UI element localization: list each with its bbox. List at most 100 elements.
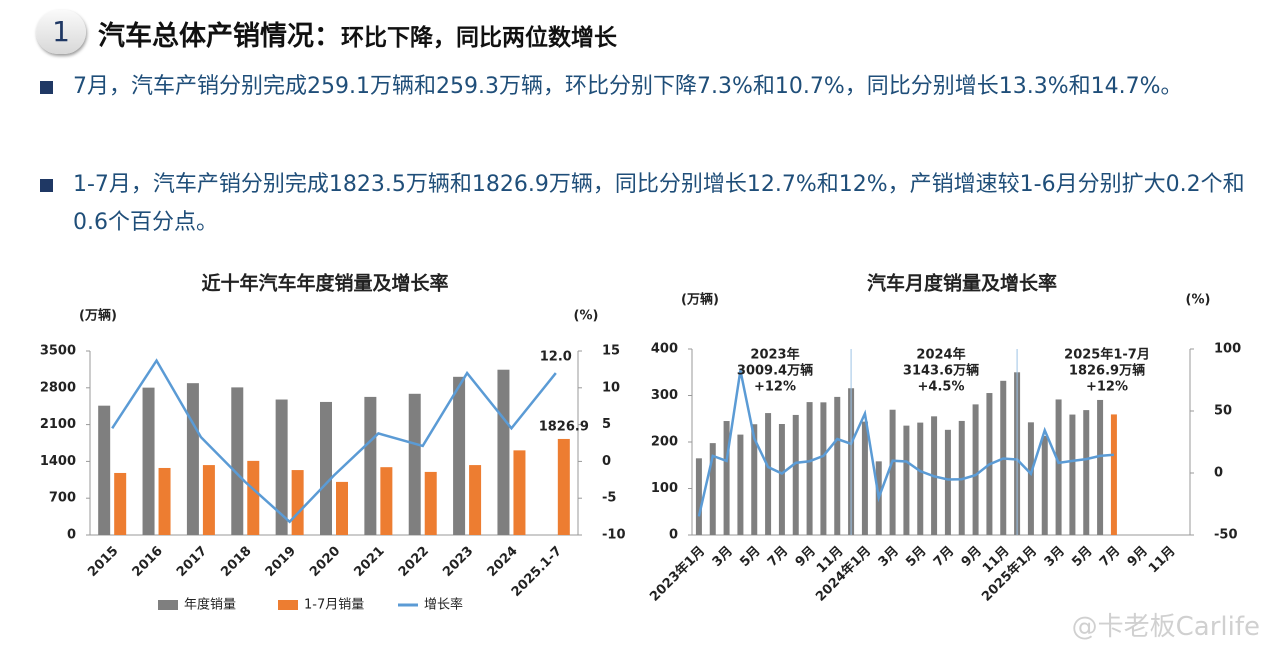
y-tick-label: 1400 <box>40 454 76 469</box>
data-label: 12.0 <box>540 350 572 365</box>
bar <box>944 429 951 535</box>
bar <box>1083 410 1090 535</box>
bar <box>709 443 716 535</box>
x-tick-label: 7月 <box>1097 544 1123 570</box>
bar <box>1055 399 1062 535</box>
bar <box>453 376 466 535</box>
x-tick-label: 7月 <box>765 544 791 570</box>
y-tick-label: 400 <box>651 342 678 357</box>
bar <box>557 438 570 535</box>
bar <box>247 460 260 535</box>
x-tick-label: 2024 <box>485 544 521 580</box>
bullet-text: 7月，汽车产销分别完成259.1万辆和259.3万辆，环比分别下降7.3%和10… <box>73 74 1183 99</box>
y2-tick-label: 5 <box>602 417 611 432</box>
bar <box>751 424 758 535</box>
legend-swatch <box>278 600 298 610</box>
bar <box>737 434 744 535</box>
bar <box>408 393 421 535</box>
watermark: @卡老板Carlife <box>1071 612 1260 642</box>
x-tick-label: 2021 <box>351 544 387 580</box>
bar <box>765 413 772 535</box>
subtitle: 环比下降，同比两位数增长 <box>341 25 617 51</box>
x-tick-label: 2016 <box>130 544 166 580</box>
header-title: 汽车总体产销情况：环比下降，同比两位数增长 <box>98 14 617 53</box>
bar <box>424 471 437 535</box>
x-tick-label: 3月 <box>1042 544 1068 570</box>
x-tick-label: 2017 <box>174 544 210 580</box>
annotation: 2025年1-7月 <box>1064 347 1150 363</box>
bar <box>820 402 827 535</box>
y2-tick-label: -10 <box>602 528 626 543</box>
title: 汽车总体产销情况： <box>98 21 341 52</box>
legend-swatch <box>158 600 178 610</box>
annotation: 3143.6万辆 <box>903 363 979 379</box>
y2-tick-label: 10 <box>602 380 620 395</box>
bullet: 7月，汽车产销分别完成259.1万辆和259.3万辆，环比分别下降7.3%和10… <box>40 68 1250 106</box>
bar <box>275 399 288 535</box>
annotation: +12% <box>1086 380 1128 395</box>
x-tick-label: 2020 <box>307 544 343 580</box>
bar <box>320 401 332 535</box>
x-tick-label: 5月 <box>737 544 763 570</box>
x-tick-label: 2019 <box>263 544 299 580</box>
bar <box>1069 414 1076 535</box>
x-tick-label: 5月 <box>903 544 929 570</box>
y-tick-label: 2800 <box>40 380 76 395</box>
x-tick-label: 3月 <box>876 544 902 570</box>
y2-unit: (%) <box>574 309 599 324</box>
legend-label: 年度销量 <box>184 597 236 613</box>
y-tick-label: 300 <box>651 388 678 403</box>
bar <box>972 404 979 535</box>
bar <box>380 467 393 535</box>
bullet-mark <box>40 81 53 94</box>
bar <box>1097 399 1104 535</box>
line <box>697 370 1115 517</box>
bullet-text: 1-7月，汽车产销分别完成1823.5万辆和1826.9万辆，同比分别增长12.… <box>73 172 1245 235</box>
bar <box>792 414 799 535</box>
annotation: 2023年 <box>750 347 799 363</box>
data-label: 1826.9 <box>539 419 589 434</box>
bar <box>497 369 510 535</box>
y-tick-label: 0 <box>669 528 678 543</box>
x-tick-label: 2023 <box>440 544 476 580</box>
bullet: 1-7月，汽车产销分别完成1823.5万辆和1826.9万辆，同比分别增长12.… <box>40 166 1250 242</box>
bar <box>142 387 155 535</box>
bar <box>903 425 910 535</box>
x-tick-label: 7月 <box>931 544 957 570</box>
y2-tick-label: 0 <box>1214 466 1223 481</box>
y2-tick-label: 15 <box>602 344 620 359</box>
bar <box>834 396 841 535</box>
x-tick-label: 2018 <box>218 544 254 580</box>
bar <box>695 458 702 535</box>
annotation: 3009.4万辆 <box>737 363 813 379</box>
bar <box>889 409 896 535</box>
section-number: 1 <box>36 10 86 54</box>
bar <box>917 422 924 535</box>
y-unit: (万辆) <box>681 292 719 308</box>
line <box>111 358 557 524</box>
annotation: +12% <box>754 380 796 395</box>
annotation: 2024年 <box>916 347 965 363</box>
y-tick-label: 0 <box>67 528 76 543</box>
bar <box>806 402 813 535</box>
bar <box>1027 422 1034 535</box>
bar <box>231 387 244 535</box>
y2-unit: (%) <box>1186 293 1211 308</box>
bar <box>1041 436 1048 535</box>
bar <box>202 465 215 535</box>
annotation: 1826.9万辆 <box>1069 363 1145 379</box>
y2-tick-label: 0 <box>602 454 611 469</box>
x-tick-label: 2023年1月 <box>647 543 709 605</box>
chart-title: 汽车月度销量及增长率 <box>867 272 1057 295</box>
y-tick-label: 100 <box>651 481 678 496</box>
bar <box>364 396 377 535</box>
bullet-mark <box>40 179 53 192</box>
y-tick-label: 3500 <box>40 344 76 359</box>
bar <box>469 465 482 535</box>
bar <box>1110 414 1117 535</box>
y2-tick-label: 100 <box>1214 342 1241 357</box>
x-tick-label: 2022 <box>396 544 432 580</box>
y2-tick-label: -5 <box>602 491 616 506</box>
